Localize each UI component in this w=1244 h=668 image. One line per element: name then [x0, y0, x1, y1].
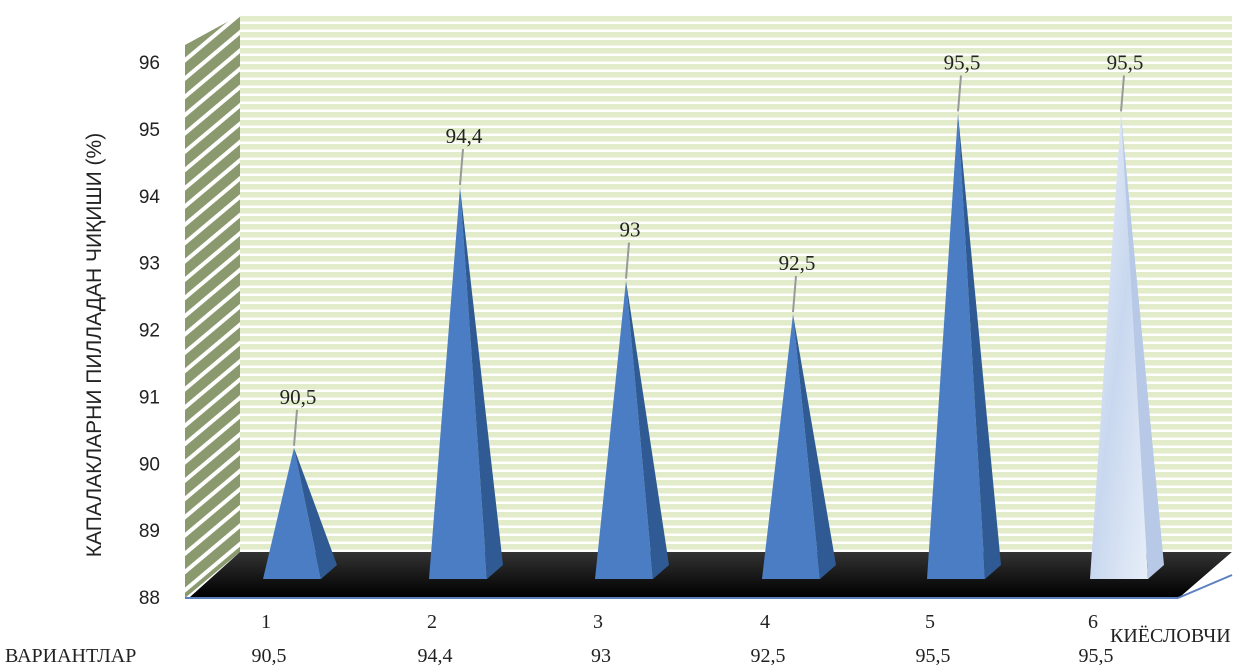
- table-value: 92,5: [751, 645, 786, 667]
- y-tick-label: 92: [139, 321, 160, 342]
- y-tick-label: 91: [139, 387, 160, 408]
- data-label: 94,4: [446, 124, 483, 148]
- data-label-leader: [625, 242, 630, 279]
- y-axis-title: КАПАЛАКЛАРНИ ПИЛЛАДАН ЧИҚИШИ (%): [83, 133, 106, 557]
- data-label-leader: [1120, 75, 1125, 112]
- x-axis-depth-line: [1177, 574, 1233, 599]
- pyramid-side-face: [958, 113, 1001, 579]
- data-label-leader: [459, 148, 464, 186]
- pyramid-bar-5: [927, 113, 1001, 579]
- y-tick-label: 93: [139, 254, 160, 275]
- category-label: 6: [1088, 611, 1098, 633]
- data-label: 93: [620, 218, 641, 242]
- category-label: 4: [760, 611, 770, 633]
- pyramid-front-face: [762, 314, 820, 579]
- table-values: 90,5 94,4 93 92,5 95,5 95,5: [252, 645, 1114, 667]
- series-name-label: КИЁСЛОВЧИ: [1110, 624, 1231, 647]
- pyramid-bar-4: [762, 314, 836, 579]
- table-value: 90,5: [252, 645, 287, 667]
- data-label-leader: [293, 409, 298, 446]
- data-label: 90,5: [280, 385, 317, 409]
- pyramid-bar-6: [1090, 113, 1164, 579]
- data-label-leader: [792, 275, 797, 313]
- category-label: 1: [261, 611, 271, 633]
- category-label: 2: [427, 611, 437, 633]
- pyramid-front-face: [263, 447, 321, 579]
- y-axis-ticks: 88 89 90 91 92 93 94 95 96: [139, 53, 161, 609]
- y-tick-label: 88: [139, 588, 160, 609]
- chart-side-wall: [185, 15, 240, 598]
- data-label-leader: [957, 75, 962, 112]
- y-tick-label: 95: [139, 120, 160, 141]
- data-labels: 90,5 94,4 93 92,5 95,5 95,5: [280, 50, 1144, 446]
- y-tick-label: 89: [139, 521, 160, 542]
- pyramid-side-face: [626, 280, 669, 579]
- table-row-label: ВАРИАНТЛАР: [5, 645, 136, 667]
- table-value: 95,5: [1079, 645, 1114, 667]
- pyramid-bars: [263, 113, 1164, 579]
- category-label: 3: [593, 611, 603, 633]
- pyramid-side-face: [460, 187, 503, 579]
- pyramid-side-face: [294, 447, 337, 579]
- table-value: 93: [591, 645, 611, 667]
- data-label: 95,5: [944, 50, 981, 74]
- y-tick-label: 94: [139, 187, 161, 208]
- category-labels: 1 2 3 4 5 6: [261, 611, 1098, 633]
- y-tick-label: 90: [139, 454, 160, 475]
- table-value: 94,4: [418, 645, 453, 667]
- pyramid-bar-2: [429, 187, 503, 579]
- chart-floor: [190, 552, 1232, 597]
- pyramid-front-face: [1090, 113, 1148, 579]
- y-tick-label: 96: [139, 53, 160, 74]
- pyramid-front-face: [595, 280, 653, 579]
- category-label: 5: [925, 611, 935, 633]
- data-label: 95,5: [1107, 50, 1144, 74]
- pyramid-side-face: [1121, 113, 1164, 579]
- chart-back-wall: [240, 15, 1232, 552]
- pyramid-bar-3: [595, 280, 669, 579]
- data-label: 92,5: [779, 251, 816, 275]
- table-value: 95,5: [916, 645, 951, 667]
- pyramid-front-face: [429, 187, 487, 579]
- pyramid-bar-1: [263, 447, 337, 579]
- pyramid-front-face: [927, 113, 985, 579]
- pyramid-side-face: [793, 314, 836, 579]
